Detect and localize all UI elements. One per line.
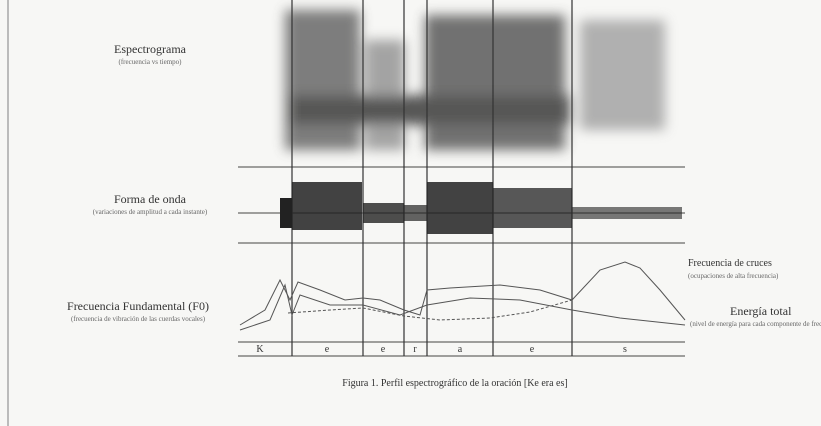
caption: Figura 1. Perfil espectrográfico de la o… [342,378,567,389]
spectrogram-subtitle: (frecuencia vs tiempo) [119,58,183,66]
f0-title: Frecuencia Fundamental (F0) [67,299,209,313]
energy-title: Energía total [730,304,792,318]
energy-subtitle: (nivel de energía para cada componente d… [690,320,821,328]
segment-label: s [623,344,627,355]
curves [239,261,686,331]
f0-subtitle: (frecuencia de vibración de las cuerdas … [71,315,206,323]
waveform [238,182,685,234]
segment-lines [291,0,573,356]
rules [238,166,685,357]
zero-cross-subtitle: (ocupaciones de alta frecuencia) [688,272,779,280]
spectrogram-title: Espectrograma [114,42,187,56]
segment-label: e [381,344,386,355]
waveform-title: Forma de onda [114,192,187,206]
segment-label: e [325,344,330,355]
segment-label: K [256,344,264,355]
segment-label: r [413,344,417,355]
waveform-subtitle: (variaciones de amplitud a cada instante… [93,208,208,216]
segment-label: e [530,344,535,355]
zero-cross-title: Frecuencia de cruces [688,258,772,269]
segment-label: a [458,344,463,355]
spectrogram [285,10,665,150]
